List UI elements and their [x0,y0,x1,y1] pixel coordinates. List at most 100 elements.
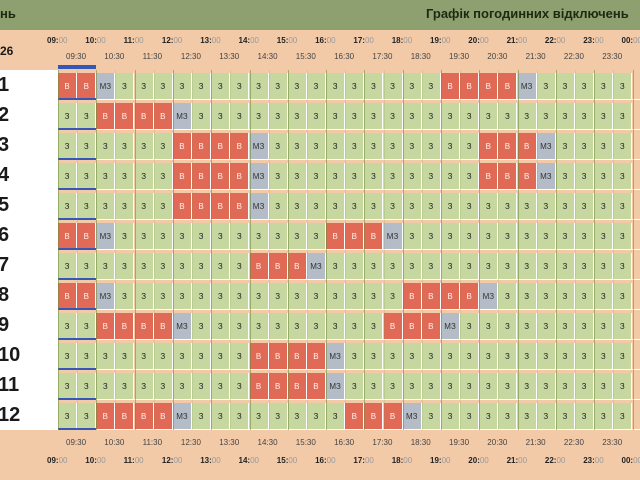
row-marker [58,428,97,430]
queue-label: 4 [0,160,58,190]
schedule-cell: З [517,343,537,370]
schedule-cell: З [211,73,231,100]
queue-number: 7 [0,254,10,276]
row-marker [58,128,97,130]
hour-separator [287,70,289,430]
schedule-cell: З [364,283,384,310]
schedule-cell: З [192,343,212,370]
hour-label: 10:00 [85,36,105,45]
schedule-cell: З [268,193,288,220]
schedule-cell: З [498,193,518,220]
schedule-cell: З [172,73,192,100]
queue-number: 5 [0,194,10,216]
schedule-cell: В [421,283,441,310]
hour-separator [192,70,193,430]
schedule-cell: З [479,343,499,370]
hour-value: 10: [85,456,97,465]
schedule-cell: З [96,133,116,160]
hour-label: 15:00 [277,456,297,465]
schedule-cell: З [287,103,307,130]
hour-separator [134,70,136,430]
schedule-cell: З [575,163,595,190]
queue-label: 8 [0,280,58,310]
hour-label: 15:00 [277,36,297,45]
schedule-cell: З [192,283,212,310]
schedule-cell: З [115,283,135,310]
schedule-cell: В [58,223,78,250]
schedule-cell: З [192,223,212,250]
schedule-cell: В [306,343,326,370]
hour-minutes: 00 [441,36,451,45]
schedule-cell: З [211,313,231,340]
hour-minutes: 00 [288,36,298,45]
schedule-cell: В [421,313,441,340]
schedule-cell: В [230,193,250,220]
hour-minutes: 00 [211,36,221,45]
schedule-cell: В [402,283,422,310]
schedule-cell: З [383,283,403,310]
hour-value: 00: [621,36,634,45]
schedule-cell: З [153,193,173,220]
schedule-cell: З [498,403,518,430]
hour-value: 23: [583,36,595,45]
schedule-cell: МЗ [441,313,461,340]
schedule-cell: В [77,73,97,100]
hour-minutes: 00 [58,36,68,45]
schedule-cell: В [96,313,116,340]
schedule-cell: З [134,133,154,160]
schedule-cell: З [402,253,422,280]
schedule-cell: В [230,163,250,190]
hour-separator [345,70,347,430]
half-hour-label: 12:30 [180,52,201,61]
schedule-cell: З [211,373,231,400]
schedule-cell: З [479,403,499,430]
schedule-cell: З [460,343,480,370]
hour-minutes: 00 [250,456,259,465]
hour-value: 15: [276,36,289,45]
schedule-cell: З [460,193,480,220]
hour-value: 09: [47,456,59,465]
schedule-cell: З [613,163,633,190]
schedule-cell: З [58,343,78,370]
hour-minutes: 00 [594,456,604,465]
hour-value: 22: [544,36,557,45]
schedule-cell: З [306,403,326,430]
schedule-cell: З [364,133,384,160]
hour-minutes: 00 [134,36,144,45]
queue-number: 12 [0,404,21,426]
schedule-cell: З [364,313,384,340]
schedule-cell: З [230,343,250,370]
schedule-cell: З [345,373,365,400]
schedule-cell: З [268,313,288,340]
queue-number: 10 [0,344,21,366]
schedule-cell: З [498,343,518,370]
schedule-cell: З [249,73,269,100]
hour-separator [555,70,557,430]
schedule-cell: З [364,73,384,100]
hour-value: 15: [276,456,289,465]
schedule-cell: З [555,223,575,250]
hour-separator [421,70,423,430]
hour-separator [58,70,59,430]
schedule-cell: З [192,373,212,400]
schedule-cell: З [421,193,441,220]
hour-separator [402,70,404,430]
hour-label: 00:00 [622,36,640,45]
time-axis-top: 09:00 10:00 11:00 12:00 13:00 14:00 15:00 16:00… [0,34,640,70]
schedule-cell: З [326,133,346,160]
schedule-cell: З [555,403,575,430]
schedule-cell: З [383,193,403,220]
schedule-cell: МЗ [172,103,192,130]
schedule-cell: З [421,163,441,190]
schedule-cell: З [555,193,575,220]
schedule-cell: З [153,223,173,250]
schedule-cell: З [479,313,499,340]
half-hour-label: 17:30 [372,52,393,61]
schedule-cell: В [402,313,422,340]
schedule-cell: В [96,103,116,130]
schedule-cell: З [441,373,461,400]
schedule-cell: В [460,73,480,100]
half-hour-label: 14:30 [257,438,278,447]
schedule-cell: З [594,133,614,160]
hour-separator [441,70,442,430]
